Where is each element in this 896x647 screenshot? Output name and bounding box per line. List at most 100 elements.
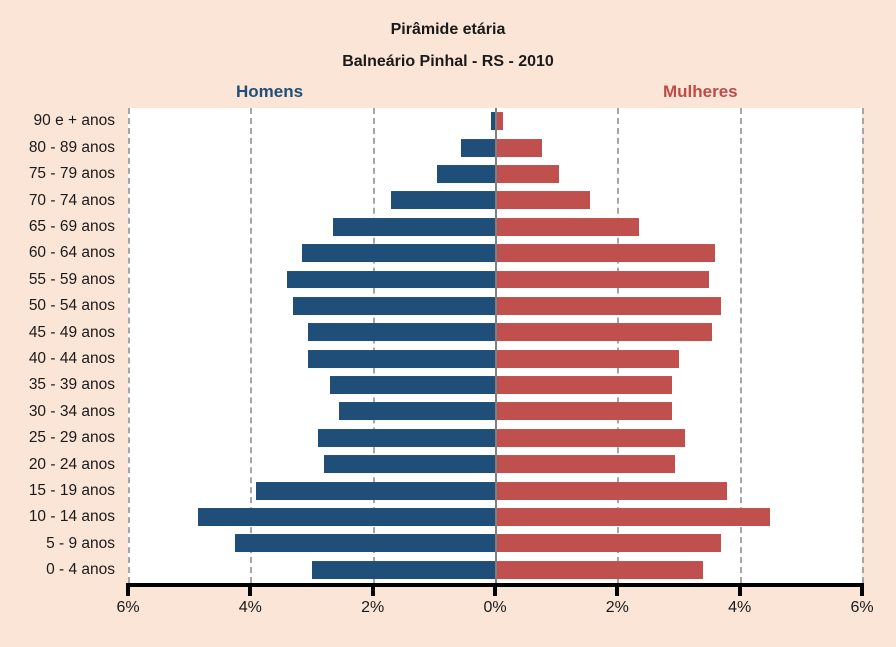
age-group-label: 20 - 24 anos: [28, 455, 115, 473]
pyramid-row: [128, 425, 862, 451]
age-group-label: 50 - 54 anos: [28, 297, 115, 315]
center-axis-line: [495, 108, 497, 583]
age-group-label: 75 - 79 anos: [28, 165, 115, 183]
axis-tick: [126, 583, 130, 596]
women-bar: [495, 428, 685, 447]
axis-tick: [248, 583, 253, 596]
men-bar: [308, 323, 495, 342]
pyramid-row: [128, 293, 862, 319]
age-group-label: 45 - 49 anos: [28, 323, 115, 341]
pyramid-row: [128, 477, 862, 503]
pyramid-row: [128, 372, 862, 398]
age-group-label: 15 - 19 anos: [28, 481, 115, 499]
x-axis-tick-label: 2%: [361, 599, 385, 616]
age-group-label: 55 - 59 anos: [28, 270, 115, 288]
age-group-label: 90 e + anos: [33, 112, 115, 130]
men-bar: [461, 138, 495, 157]
men-bar: [235, 534, 495, 553]
gridline: [617, 108, 620, 583]
age-group-label: 25 - 29 anos: [28, 429, 115, 447]
age-group-label: 0 - 4 anos: [46, 561, 115, 579]
pyramid-row: [128, 266, 862, 292]
men-bar: [287, 270, 495, 289]
men-bar: [490, 112, 495, 131]
gridline: [739, 108, 742, 583]
x-axis-line: [126, 583, 864, 596]
age-group-label: 40 - 44 anos: [28, 349, 115, 367]
men-bar: [256, 481, 495, 500]
pyramid-row: [128, 319, 862, 345]
women-bar: [495, 217, 639, 236]
age-group-label: 30 - 34 anos: [28, 402, 115, 420]
women-bar: [495, 138, 543, 157]
women-bar: [495, 112, 503, 131]
x-axis-tick-label: 4%: [238, 599, 262, 616]
women-bar: [495, 376, 673, 395]
chart-subtitle: Balneário Pinhal - RS - 2010: [342, 53, 554, 70]
women-bar: [495, 481, 728, 500]
pyramid-row: [128, 346, 862, 372]
axis-tick: [493, 583, 497, 596]
chart-title: Pirâmide etária: [390, 21, 506, 38]
pyramid-row: [128, 214, 862, 240]
age-group-label: 65 - 69 anos: [28, 218, 115, 235]
gridline: [862, 108, 864, 583]
x-axis-tick-label: 6%: [116, 599, 140, 616]
men-bar: [391, 191, 495, 210]
men-bar: [329, 376, 495, 395]
gridline: [250, 108, 253, 583]
women-series-label: Mulheres: [663, 82, 738, 101]
x-axis-tick-label: 2%: [605, 599, 629, 616]
x-axis-tick-label: 0%: [483, 599, 507, 616]
age-group-label: 80 - 89 anos: [28, 138, 115, 156]
women-bar: [495, 191, 590, 210]
axis-tick: [737, 583, 742, 596]
women-bar: [495, 296, 722, 315]
pyramid-row: [128, 504, 862, 530]
men-bar: [436, 165, 495, 183]
women-bar: [495, 560, 703, 579]
age-group-label: 35 - 39 anos: [28, 376, 115, 394]
women-bar: [495, 508, 771, 527]
men-bar: [311, 560, 495, 579]
men-bar: [323, 455, 495, 474]
women-bar: [495, 270, 710, 289]
women-bar: [495, 323, 713, 342]
women-bar: [495, 534, 722, 553]
age-group-label: 60 - 64 anos: [28, 244, 115, 262]
women-bar: [495, 402, 673, 421]
axis-tick: [860, 583, 864, 596]
pyramid-row: [128, 134, 862, 160]
women-bar: [495, 349, 679, 368]
plot-area: [128, 108, 864, 583]
men-bar: [308, 349, 495, 368]
pyramid-row: [128, 530, 862, 556]
pyramid-row: [128, 187, 862, 213]
age-group-axis: 90 e + anos 80 - 89 anos 75 - 79 anos 70 - …: [0, 108, 115, 583]
women-bar: [495, 455, 676, 474]
pyramid-row: [128, 240, 862, 266]
women-bar: [495, 244, 716, 263]
pyramid-row: [128, 161, 862, 187]
gridline: [128, 108, 130, 583]
men-bar: [339, 402, 495, 421]
x-axis-tick-label: 6%: [850, 599, 874, 616]
age-group-label: 70 - 74 anos: [28, 191, 115, 209]
gridline: [372, 108, 375, 583]
pyramid-row: [128, 557, 862, 583]
men-bar: [293, 296, 495, 315]
axis-tick: [615, 583, 620, 596]
pyramid-row: [128, 108, 862, 134]
men-series-label: Homens: [236, 82, 304, 101]
axis-tick: [370, 583, 375, 596]
men-bar: [317, 428, 495, 447]
men-bar: [302, 244, 495, 263]
age-group-label: 5 - 9 anos: [46, 534, 115, 552]
women-bar: [495, 165, 560, 183]
plot-rows: [128, 108, 862, 583]
pyramid-row: [128, 398, 862, 424]
x-axis-tick-label: 4%: [728, 599, 752, 616]
men-bar: [198, 508, 495, 527]
pyramid-row: [128, 451, 862, 477]
